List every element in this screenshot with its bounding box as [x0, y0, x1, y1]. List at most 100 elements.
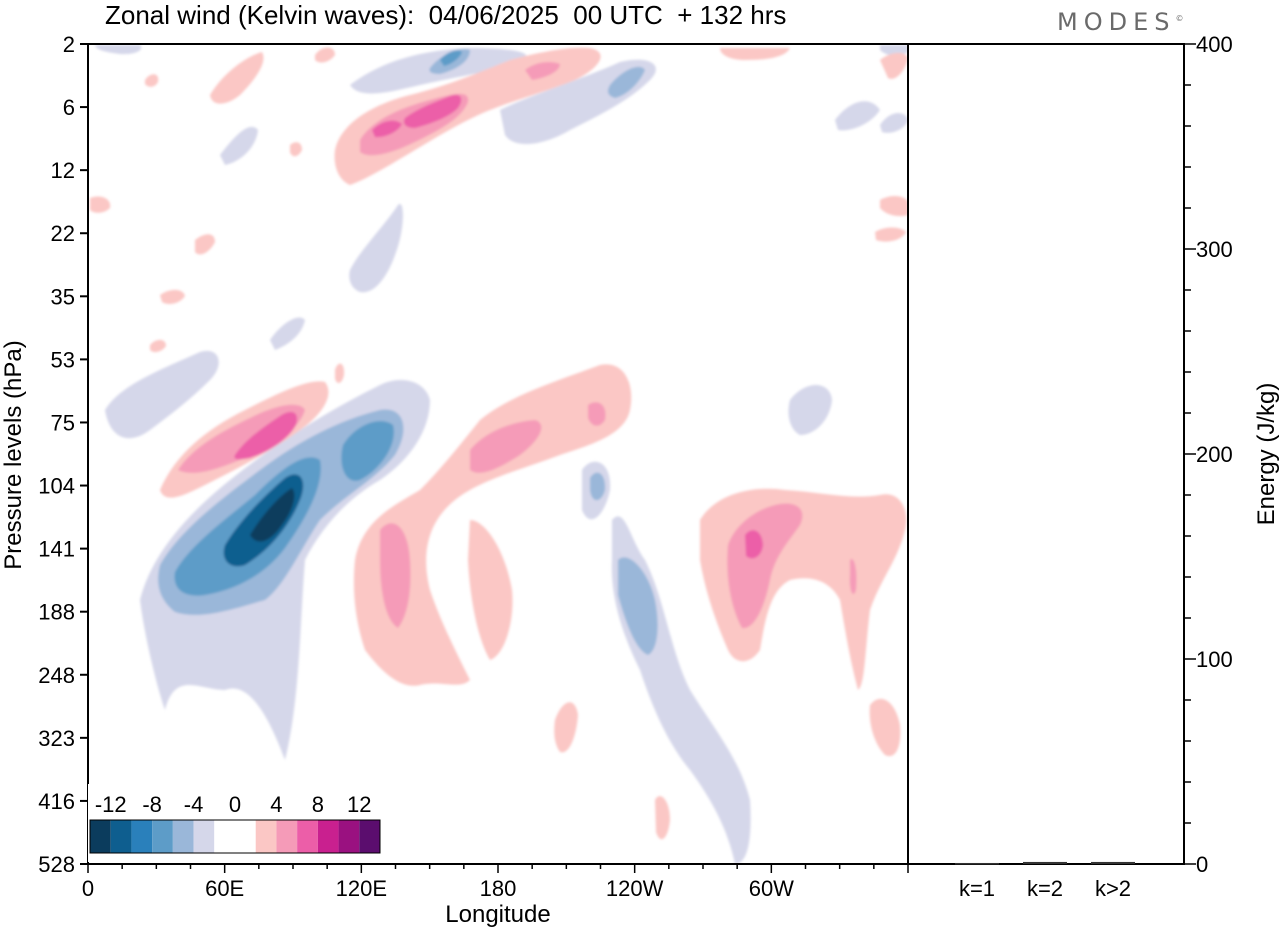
pressure-tick-label: 12	[51, 158, 75, 183]
wavenumber-tick-label: k>2	[1095, 876, 1131, 901]
longitude-tick-label: 180	[480, 876, 517, 901]
pos-region-16	[372, 120, 402, 138]
neg-region-7b	[590, 472, 606, 501]
colorbar-cells	[89, 819, 381, 854]
colorbar-cell	[297, 820, 318, 853]
energy-bar	[955, 862, 999, 865]
wavenumber-tick-label: k=2	[1027, 876, 1063, 901]
pressure-tick-label: 248	[38, 663, 75, 688]
pressure-tick-label: 2	[63, 32, 75, 57]
pressure-tick-label: 22	[51, 221, 75, 246]
neg-region-8	[788, 385, 832, 435]
y-axis-title: Pressure levels (hPa)	[0, 340, 27, 569]
pos-region-19	[880, 52, 908, 79]
pressure-tick-label: 53	[51, 347, 75, 372]
neg-region-16	[95, 45, 142, 55]
colorbar-label: 0	[229, 792, 241, 817]
pressure-tick-label: 528	[38, 852, 75, 877]
colorbar-cell	[193, 820, 215, 853]
energy-tick-label: 0	[1196, 852, 1208, 877]
energy-tick-label: 200	[1196, 442, 1233, 467]
pos-region-25	[875, 227, 906, 242]
wavenumber-axis: k=1 k=2 k>2	[959, 876, 1131, 901]
pos-region-21	[315, 47, 335, 63]
energy-bar	[1023, 861, 1067, 864]
pos-region-6	[588, 402, 606, 426]
neg-region-2b	[341, 421, 394, 481]
pos-region-18	[720, 48, 790, 60]
pos-region-14	[334, 47, 601, 186]
colorbar-labels: -12 -8 -4 0 4 8 12	[95, 792, 372, 817]
colorbar-cell	[235, 820, 256, 853]
pressure-tick-label: 6	[63, 95, 75, 120]
pos-region-27	[160, 289, 185, 304]
colorbar-label: 12	[347, 792, 371, 817]
energy-panel-frame	[907, 43, 1185, 865]
pressure-tick-label: 35	[51, 284, 75, 309]
pos-region-4	[470, 420, 542, 473]
neg-region-0b	[105, 350, 219, 439]
pressure-tick-label: 141	[38, 537, 75, 562]
pos-region-23	[90, 196, 111, 213]
longitude-tick-label: 60E	[205, 876, 244, 901]
colorbar-label: -12	[95, 792, 127, 817]
pos-region-16b	[403, 94, 462, 128]
colorbar-label: -4	[184, 792, 204, 817]
colorbar-cell	[276, 820, 298, 853]
longitude-tick-label: 120E	[336, 876, 387, 901]
colorbar-cell	[131, 820, 153, 853]
pos-region-28	[150, 339, 166, 353]
pressure-tick-label: 104	[38, 474, 75, 499]
neg-region-15	[880, 45, 908, 56]
pressure-tick-label: 323	[38, 726, 75, 751]
pressure-axis: 2 6 12 22 35 53 75 104 141 188 248 323 416 528	[38, 32, 88, 877]
energy-axis: 0 100 200 300 400	[1184, 32, 1233, 877]
neg-region-10b	[607, 66, 645, 98]
neg-region-11	[349, 204, 403, 293]
colorbar-cell	[90, 820, 111, 853]
colorbar-label: -8	[142, 792, 162, 817]
colorbar-cell	[214, 820, 235, 853]
pos-region-13	[655, 796, 670, 840]
pos-region-5	[380, 523, 411, 628]
pos-region-3b	[468, 520, 513, 660]
chart-title: Zonal wind (Kelvin waves): 04/06/2025 00…	[105, 0, 787, 30]
pos-region-30	[290, 142, 302, 157]
pos-region-10	[849, 559, 857, 595]
neg-region-6	[618, 557, 658, 655]
pos-region-20	[210, 52, 264, 104]
neg-region-12	[220, 126, 258, 165]
neg-region-9c	[440, 50, 462, 66]
pos-region-26	[195, 234, 215, 255]
pos-region-3	[353, 364, 632, 686]
pos-region-2	[234, 411, 298, 460]
neg-region-4	[250, 488, 295, 542]
colorbar-cell	[152, 820, 173, 853]
modes-logo: MODES©	[1057, 8, 1184, 36]
pressure-tick-label: 416	[38, 789, 75, 814]
energy-tick-label: 400	[1196, 32, 1233, 57]
neg-region-13	[835, 101, 880, 131]
pos-region-11	[554, 702, 578, 753]
pos-region-29	[335, 363, 345, 383]
colorbar-cell	[359, 820, 380, 853]
colorbar-cell	[172, 820, 194, 853]
pos-region-9	[745, 530, 763, 559]
neg-region-14	[880, 113, 908, 133]
colorbar-cell	[110, 820, 132, 853]
colorbar-cell	[255, 820, 277, 853]
energy-axis-title: Energy (J/kg)	[1253, 383, 1280, 526]
longitude-tick-label: 120W	[606, 876, 664, 901]
colorbar-cell	[338, 820, 360, 853]
wavenumber-tick-label: k=1	[959, 876, 995, 901]
pos-region-17	[525, 62, 560, 80]
colorbar-label: 4	[270, 792, 282, 817]
pos-region-12	[869, 698, 901, 757]
colorbar-label: 8	[312, 792, 324, 817]
pressure-tick-label: 75	[51, 410, 75, 435]
heatmap-field	[90, 45, 908, 864]
energy-bar	[1091, 861, 1135, 864]
colorbar-outline	[89, 819, 381, 854]
energy-tick-label: 300	[1196, 237, 1233, 262]
